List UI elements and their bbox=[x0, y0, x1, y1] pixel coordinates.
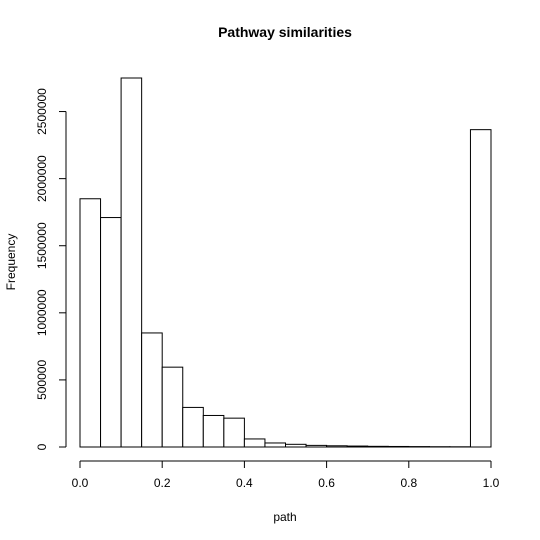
histogram-bar-12 bbox=[326, 445, 348, 448]
y-tick-label-2: 1000000 bbox=[35, 289, 49, 336]
x-tick-label-5: 1.0 bbox=[483, 476, 500, 490]
histogram-bar-4 bbox=[161, 366, 184, 448]
y-axis-label: Frequency bbox=[4, 234, 18, 291]
histogram-bar-15 bbox=[387, 445, 410, 448]
x-tick-label-3: 0.6 bbox=[318, 476, 335, 490]
y-tick-label-0: 0 bbox=[35, 443, 49, 450]
histogram-bar-1 bbox=[100, 217, 122, 448]
x-tick-label-1: 0.2 bbox=[154, 476, 171, 490]
histogram-bar-6 bbox=[202, 414, 225, 448]
x-tick-label-2: 0.4 bbox=[236, 476, 253, 490]
x-axis: 0.0 0.2 0.4 0.6 0.8 1.0 bbox=[72, 460, 500, 490]
histogram-bar-13 bbox=[346, 445, 369, 448]
histogram-bar-3 bbox=[141, 332, 163, 448]
y-tick-label-1: 500000 bbox=[35, 360, 49, 400]
histogram-bar-2 bbox=[120, 77, 143, 448]
histogram-bar-19 bbox=[469, 129, 492, 448]
y-tick-label-4: 2000000 bbox=[35, 155, 49, 202]
histogram-bar-14 bbox=[367, 445, 389, 448]
histogram-bar-5 bbox=[182, 406, 204, 448]
y-tick-label-5: 2500000 bbox=[35, 88, 49, 135]
x-tick-label-0: 0.0 bbox=[72, 476, 89, 490]
bars-group bbox=[79, 77, 492, 448]
histogram-bar-0 bbox=[79, 198, 102, 448]
x-tick-label-4: 0.8 bbox=[400, 476, 417, 490]
y-axis: 0 500000 1000000 1500000 2000000 2500000 bbox=[35, 88, 67, 450]
histogram-bar-9 bbox=[264, 442, 287, 448]
histogram-bar-10 bbox=[285, 443, 307, 448]
y-tick-label-3: 1500000 bbox=[35, 222, 49, 269]
x-axis-label: path bbox=[273, 510, 296, 524]
histogram-bar-7 bbox=[223, 417, 245, 448]
histogram-bar-8 bbox=[243, 438, 266, 448]
histogram-bar-11 bbox=[305, 444, 328, 448]
chart-title: Pathway similarities bbox=[218, 24, 352, 40]
